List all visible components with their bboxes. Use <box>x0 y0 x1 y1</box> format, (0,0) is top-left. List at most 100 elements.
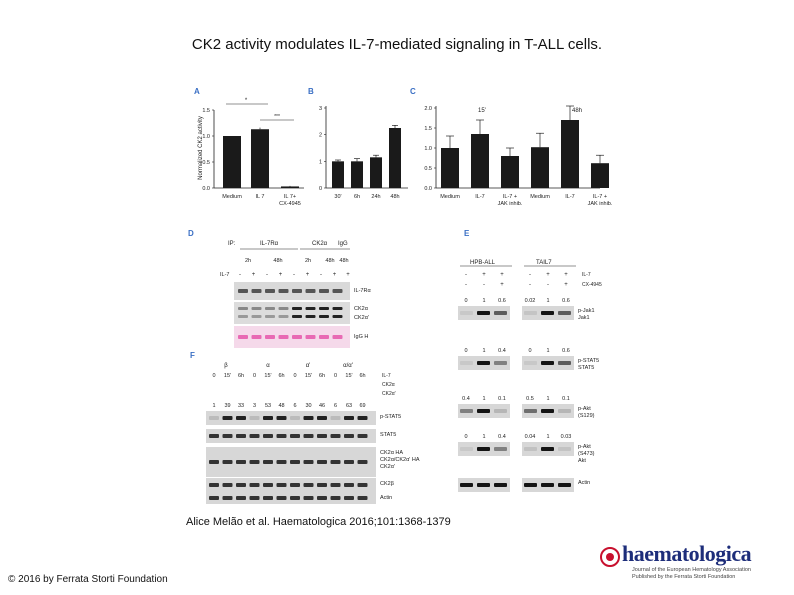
chart-c-bar <box>501 156 519 188</box>
haematologica-logo: haematologica Journal of the European He… <box>598 541 788 585</box>
e-quant-value: 1 <box>482 396 485 402</box>
chart-b-bar <box>351 161 363 188</box>
chart-a-tick-label: 1.0 <box>202 134 210 140</box>
e-band <box>460 447 473 451</box>
sig-a-1: * <box>245 98 248 104</box>
f-band <box>290 496 300 500</box>
e-il7-sign: - <box>465 272 467 278</box>
f-band <box>236 460 246 464</box>
e-band <box>494 311 507 315</box>
f-quant-value: 6 <box>293 403 296 409</box>
e-quant-value: 0 <box>464 298 467 304</box>
chart-c-group-1: 15' <box>478 108 486 114</box>
e-band <box>541 361 554 365</box>
f-band <box>290 483 300 487</box>
e-band <box>524 409 537 413</box>
chart-c-category-label: JAK inhib. <box>588 201 612 207</box>
d-band-il7r <box>319 289 329 293</box>
logo-subtext: Journal of the European Hematology Assoc… <box>632 567 751 580</box>
panel-label-a: A <box>194 87 200 96</box>
f-band <box>303 496 314 500</box>
f-band <box>317 416 327 420</box>
d-band-ck2a <box>292 307 302 310</box>
f-band <box>209 460 219 464</box>
d-il7-sign: - <box>266 272 268 278</box>
d-il7-sign: + <box>252 272 256 278</box>
d-band-il7r <box>305 289 316 293</box>
f-band <box>249 416 260 420</box>
d-band-igg <box>251 335 262 339</box>
d-il7-label: IL-7 <box>220 272 229 278</box>
f-band <box>303 416 314 420</box>
e-band <box>494 447 507 451</box>
d-band-ck2a <box>278 307 289 310</box>
f-band <box>344 434 354 438</box>
e-quant-value: 0.6 <box>562 298 570 304</box>
e-blot-label: (S473) <box>578 451 595 457</box>
f-band <box>330 483 341 487</box>
e-il7-sign: + <box>564 272 568 278</box>
e-quant-value: 0 <box>464 434 467 440</box>
e-band <box>541 447 554 451</box>
f-time-value: 0 <box>212 373 215 379</box>
e-cx-sign: - <box>529 282 531 288</box>
f-band <box>276 416 287 420</box>
d-band-il7r <box>332 289 343 293</box>
d-il7-sign: - <box>293 272 295 278</box>
f-row3-label: CK2α' <box>382 391 396 397</box>
chart-c-tick-label: 1.0 <box>424 146 432 152</box>
e-band <box>460 409 473 413</box>
f-time-value: 0 <box>334 373 337 379</box>
chart-b-category-label: 30' <box>334 194 341 200</box>
e-quant-value: 1 <box>482 434 485 440</box>
f-band <box>263 483 273 487</box>
d-il7-sign: - <box>239 272 241 278</box>
chart-b-category-label: 48h <box>390 194 399 200</box>
chart-a-bar <box>281 186 299 188</box>
f-band <box>209 434 219 438</box>
f-time-value: 0 <box>253 373 256 379</box>
e-band <box>477 409 490 413</box>
d-band-igg <box>319 335 329 339</box>
d-il7-sign: + <box>346 272 350 278</box>
d-band-il7r <box>278 289 289 293</box>
logo-wordmark: haematologica <box>622 541 752 566</box>
e-quant-value: 1 <box>546 298 549 304</box>
ip-label: IP: <box>228 241 236 247</box>
d-il7-sign: + <box>306 272 310 278</box>
chart-b-category-label: 24h <box>371 194 380 200</box>
d-band-il7r <box>292 289 302 293</box>
f-band <box>249 496 260 500</box>
f-band <box>263 434 273 438</box>
f-band <box>263 496 273 500</box>
d-time-label: 48h <box>339 258 348 264</box>
e-cx-sign: + <box>500 282 504 288</box>
e-blot-label: (S129) <box>578 413 595 419</box>
chart-c-tick-label: 0.0 <box>424 186 432 192</box>
d-band-ck2a-prime <box>278 315 289 318</box>
e-quant-value: 0.4 <box>498 348 506 354</box>
e-quant-value: 0.4 <box>498 434 506 440</box>
d-time-label: 48h <box>273 258 282 264</box>
e-il7-sign: + <box>500 272 504 278</box>
f-blot-label: p-STAT5 <box>380 414 401 420</box>
journal-mark-icon <box>600 547 620 567</box>
chart-a-tick-label: 0.0 <box>202 186 210 192</box>
e-blot-label: Actin <box>578 480 590 486</box>
f-row2-label: CK2α <box>382 382 395 388</box>
d-band-ck2a-prime <box>265 315 275 318</box>
e-band <box>524 483 537 487</box>
d-band-ck2a-prime <box>305 315 316 318</box>
chart-c-category-label: IL-7 <box>475 194 484 200</box>
e-quant-value: 1 <box>482 348 485 354</box>
e-line-2: TAIL7 <box>536 260 552 266</box>
panel-label-f: F <box>190 351 195 360</box>
f-blot-label: STAT5 <box>380 432 396 438</box>
f-time-value: 15' <box>345 373 352 379</box>
d-band-ck2a-prime <box>251 315 262 318</box>
f-band <box>276 460 287 464</box>
chart-c-tick-label: 1.5 <box>424 126 432 132</box>
f-blot-label: CK2α' <box>380 464 395 470</box>
e-il7-sign: + <box>482 272 486 278</box>
d-time-label: 2h <box>245 258 251 264</box>
